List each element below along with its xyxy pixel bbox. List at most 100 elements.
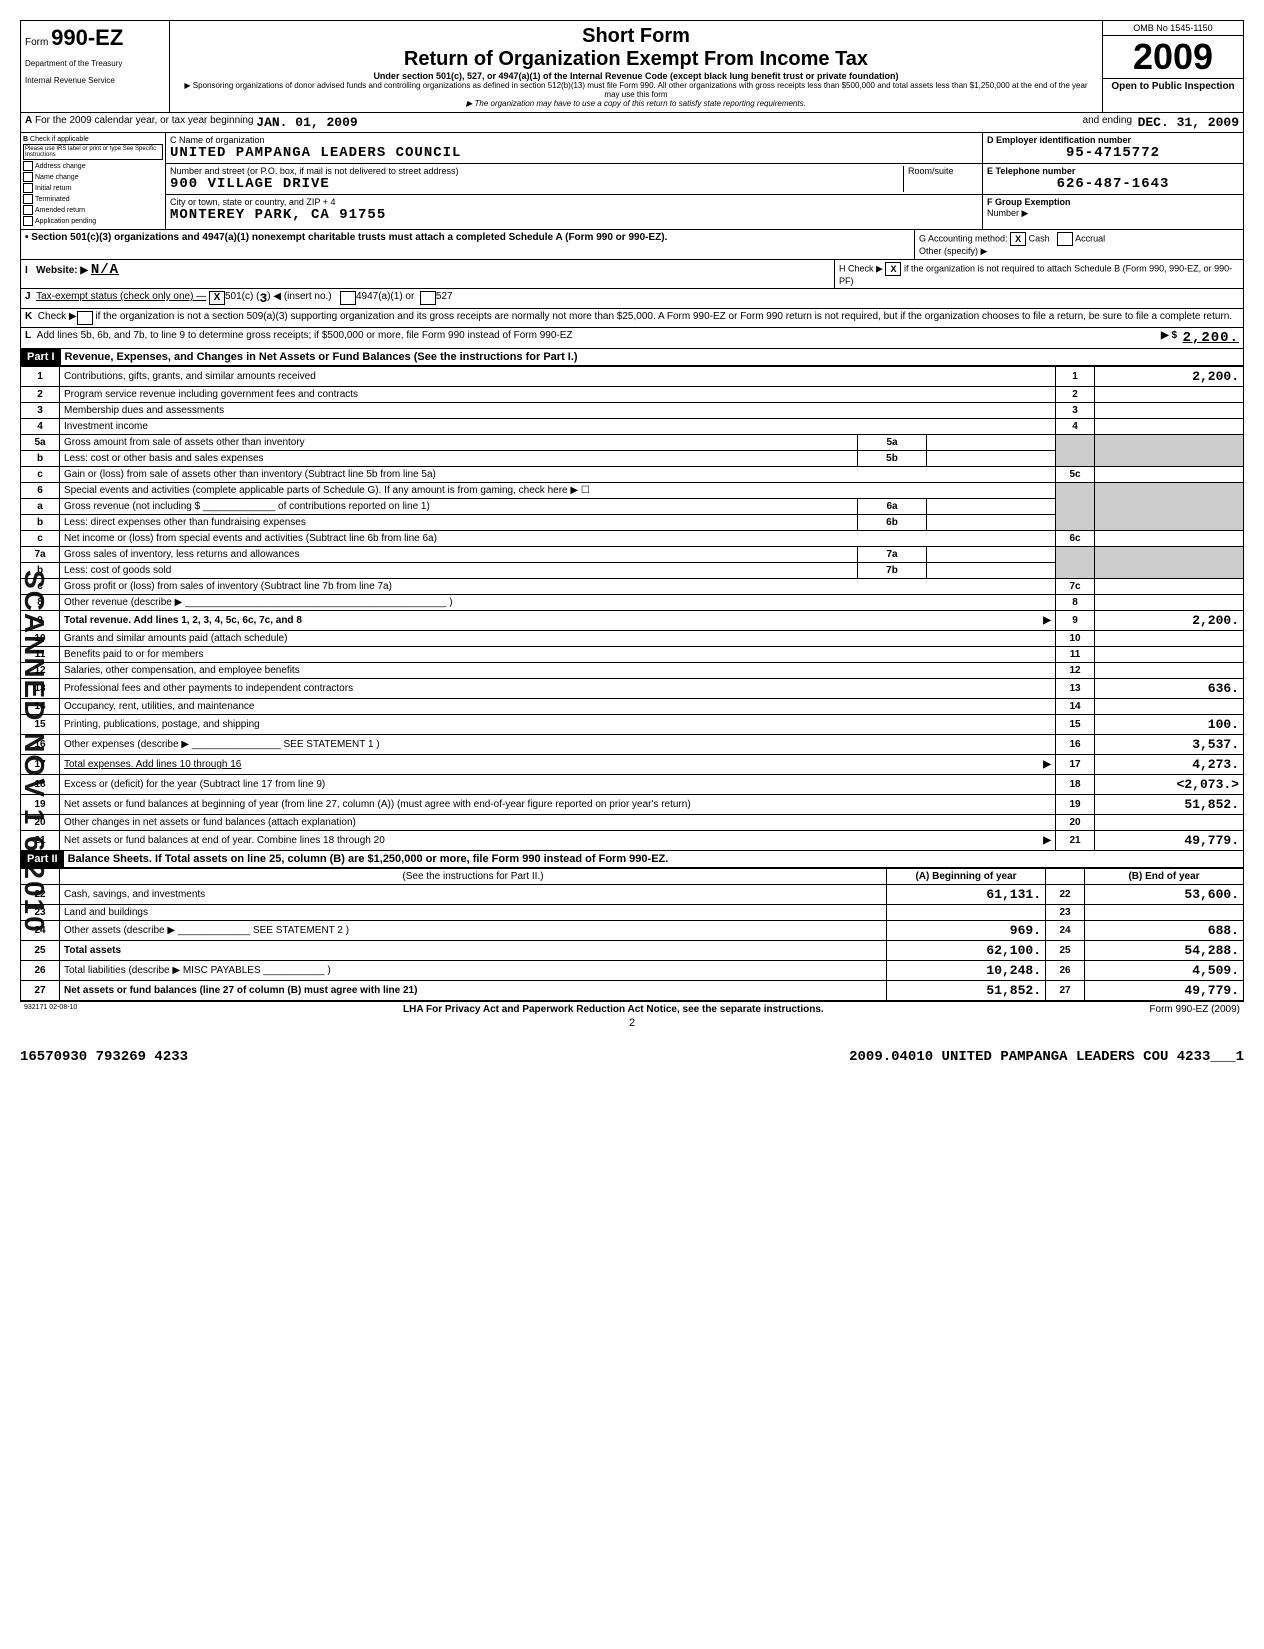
l6c-amt: [1095, 531, 1244, 547]
p2-22-b: 53,600.: [1085, 885, 1244, 905]
l17-amt: 4,273.: [1095, 755, 1244, 775]
e-label: E Telephone number: [987, 166, 1239, 176]
l4-amt: [1095, 419, 1244, 435]
l-arrow: ▶ $: [1161, 330, 1177, 346]
c-label: C Name of organization: [170, 135, 978, 145]
p2-27-a: 51,852.: [887, 981, 1046, 1001]
g-accrual-box[interactable]: [1057, 232, 1073, 246]
col-a: (A) Beginning of year: [887, 869, 1046, 885]
name-block: C Name of organization UNITED PAMPANGA L…: [166, 133, 982, 229]
j-527-box[interactable]: [420, 291, 436, 305]
k-text: if the organization is not a section 509…: [95, 311, 1232, 325]
inspection: Open to Public Inspection: [1103, 79, 1243, 94]
j-4947-box[interactable]: [340, 291, 356, 305]
l5a-desc: Gross amount from sale of assets other t…: [60, 435, 858, 451]
bottom-line: 16570930 793269 4233 2009.04010 UNITED P…: [20, 1049, 1244, 1065]
l19-amt: 51,852.: [1095, 795, 1244, 815]
l17-arrow: ▶: [1043, 759, 1051, 770]
l14-amt: [1095, 699, 1244, 715]
check-if: Check if applicable: [30, 136, 89, 143]
h-label: H Check ▶: [839, 263, 883, 273]
l13-amt: 636.: [1095, 679, 1244, 699]
p2-25-desc: Total assets: [64, 945, 121, 956]
l1-amt: 2,200.: [1095, 367, 1244, 387]
f-label2: Number ▶: [987, 208, 1028, 218]
p2-26-desc: Total liabilities (describe ▶ MISC PAYAB…: [60, 961, 887, 981]
part1-label: Part I: [21, 349, 61, 365]
note2: ▶ The organization may have to use a cop…: [178, 99, 1094, 108]
f-label: F Group Exemption: [987, 197, 1071, 207]
and-ending: and ending: [1083, 115, 1133, 130]
l9-desc: Total revenue. Add lines 1, 2, 3, 4, 5c,…: [64, 615, 302, 626]
page-number: 2: [20, 1017, 1244, 1029]
form-label: Form: [25, 37, 48, 48]
g-cash-box[interactable]: X: [1010, 232, 1026, 246]
note1: ▶ Sponsoring organizations of donor advi…: [178, 81, 1094, 99]
j-4947: 4947(a)(1) or: [356, 291, 414, 306]
label-a: A: [25, 115, 32, 130]
p2-22-desc: Cash, savings, and investments: [60, 885, 887, 905]
opt-name: Name change: [35, 174, 79, 181]
chk-initial[interactable]: [23, 183, 33, 193]
website: N/A: [91, 262, 119, 278]
room-label: Room/suite: [903, 166, 978, 192]
l15-desc: Printing, publications, postage, and shi…: [60, 715, 1056, 735]
opt-amended: Amended return: [35, 207, 85, 214]
dept1: Department of the Treasury: [25, 59, 165, 68]
row-bullet-g: • Section 501(c)(3) organizations and 49…: [20, 230, 1244, 260]
l10-amt: [1095, 631, 1244, 647]
l12-desc: Salaries, other compensation, and employ…: [60, 663, 1056, 679]
j-501c-box[interactable]: X: [209, 291, 225, 305]
footer: 932171 02-08-10 LHA For Privacy Act and …: [20, 1001, 1244, 1017]
l21-arrow: ▶: [1043, 835, 1051, 846]
l6a-desc: Gross revenue (not including $ _________…: [60, 499, 858, 515]
i-label: I: [25, 265, 28, 276]
l12-amt: [1095, 663, 1244, 679]
opt-address: Address change: [35, 163, 86, 170]
chk-term[interactable]: [23, 194, 33, 204]
h-box[interactable]: X: [885, 262, 901, 276]
chk-address[interactable]: [23, 161, 33, 171]
p2-24-desc: Other assets (describe ▶ _____________ S…: [60, 921, 887, 941]
g-accrual: Accrual: [1075, 233, 1105, 243]
l7a-desc: Gross sales of inventory, less returns a…: [60, 547, 858, 563]
l7a-sub: 7a: [858, 547, 927, 563]
l20-desc: Other changes in net assets or fund bala…: [60, 815, 1056, 831]
dept2: Internal Revenue Service: [25, 76, 165, 85]
chk-amended[interactable]: [23, 205, 33, 215]
p2-26-a: 10,248.: [887, 961, 1046, 981]
part2-header: Part II Balance Sheets. If Total assets …: [20, 851, 1244, 868]
chk-pending[interactable]: [23, 216, 33, 226]
part1-header: Part I Revenue, Expenses, and Changes in…: [20, 349, 1244, 366]
label-b: B: [23, 136, 28, 143]
p2-instructions: (See the instructions for Part II.): [60, 869, 887, 885]
p2-23-b: [1085, 905, 1244, 921]
city: MONTEREY PARK, CA 91755: [170, 207, 978, 223]
g-cash: Cash: [1029, 233, 1050, 243]
p2-27-b: 49,779.: [1085, 981, 1244, 1001]
form-header: Form 990-EZ Department of the Treasury I…: [20, 20, 1244, 113]
part1-title: Revenue, Expenses, and Changes in Net As…: [61, 349, 1243, 365]
phone: 626-487-1643: [987, 176, 1239, 192]
l7b-sub: 7b: [858, 563, 927, 579]
l20-amt: [1095, 815, 1244, 831]
footer-code: 932171 02-08-10: [24, 1004, 77, 1015]
p2-24-b: 688.: [1085, 921, 1244, 941]
chk-name[interactable]: [23, 172, 33, 182]
l-amount: 2,200.: [1183, 330, 1239, 346]
l2-desc: Program service revenue including govern…: [60, 387, 1056, 403]
p2-27-desc: Net assets or fund balances (line 27 of …: [64, 985, 417, 996]
p2-22-a: 61,131.: [887, 885, 1046, 905]
bullet-text: • Section 501(c)(3) organizations and 49…: [21, 230, 914, 259]
row-l: L Add lines 5b, 6b, and 7b, to line 9 to…: [20, 328, 1244, 349]
k-label: K: [25, 311, 32, 325]
g-other: Other (specify) ▶: [919, 246, 987, 256]
l17-desc: Total expenses. Add lines 10 through 16: [64, 759, 241, 770]
k-box[interactable]: [77, 311, 93, 325]
checkboxes-col: B Check if applicable Please use IRS lab…: [21, 133, 166, 229]
l16-amt: 3,537.: [1095, 735, 1244, 755]
j-insert: ) ◀ (insert no.): [267, 291, 331, 306]
j-527: 527: [436, 291, 453, 306]
l11-desc: Benefits paid to or for members: [60, 647, 1056, 663]
return-title: Return of Organization Exempt From Incom…: [178, 48, 1094, 71]
